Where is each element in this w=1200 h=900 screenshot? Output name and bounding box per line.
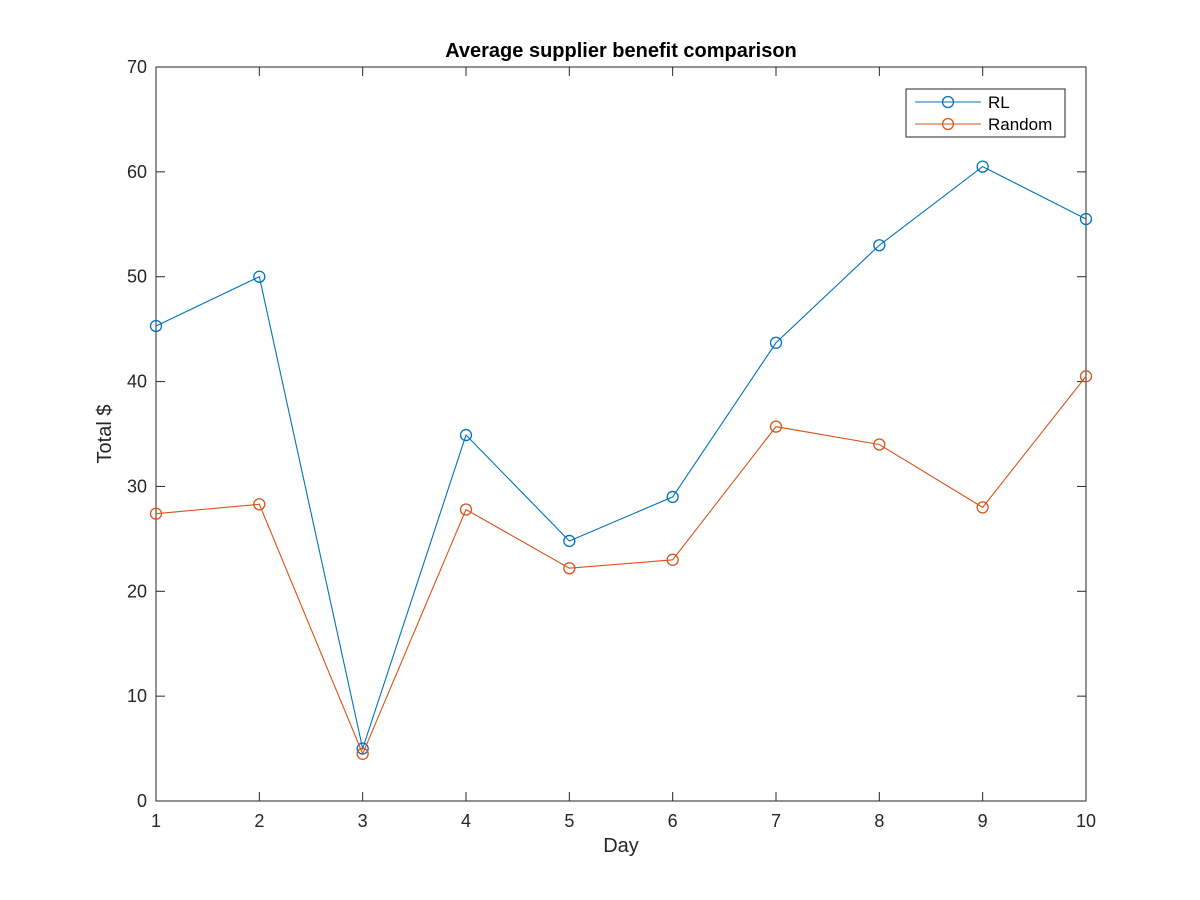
x-tick-label: 2: [254, 811, 264, 831]
data-point: [873, 438, 886, 451]
y-tick-label: 20: [127, 581, 147, 601]
axes-box: [155, 66, 1087, 802]
series-rl: [149, 160, 1093, 755]
data-point: [1079, 370, 1093, 383]
y-tick-label: 50: [127, 267, 147, 287]
data-point: [459, 503, 473, 516]
x-axis-label: Day: [603, 835, 639, 857]
x-tick-label: 10: [1076, 811, 1096, 831]
data-point: [976, 501, 989, 514]
series-line: [155, 375, 1087, 756]
legend-box: [905, 88, 1066, 138]
data-point: [976, 160, 989, 173]
data-point: [253, 270, 266, 283]
x-tick-label: 4: [461, 811, 471, 831]
data-point: [149, 319, 163, 333]
x-tick-label: 5: [564, 811, 574, 831]
data-point: [769, 336, 783, 349]
y-tick-label: 10: [127, 686, 147, 706]
series-layer: [149, 160, 1093, 760]
x-tick-label: 9: [978, 811, 988, 831]
x-tick-label: 3: [358, 811, 368, 831]
data-point: [666, 553, 679, 566]
chart-title: Average supplier benefit comparison: [445, 40, 797, 62]
data-point: [1079, 212, 1093, 226]
y-tick-label: 0: [137, 791, 147, 811]
y-tick-label: 40: [127, 372, 147, 392]
data-point: [563, 534, 576, 548]
legend: RL Random: [905, 88, 1066, 138]
data-point: [253, 498, 266, 511]
y-tick-label: 30: [127, 476, 147, 496]
legend-label: RL: [988, 93, 1010, 112]
x-tick-label: 7: [771, 811, 781, 831]
data-point: [149, 507, 163, 520]
y-axis-label: Total $: [94, 405, 116, 464]
series-line: [155, 165, 1087, 751]
data-point: [873, 239, 886, 252]
legend-marker: [941, 117, 955, 131]
legend-label: Random: [988, 115, 1052, 134]
y-tick-label: 60: [127, 162, 147, 182]
x-tick-label: 1: [151, 811, 161, 831]
x-axis: 1 2 3 4 5 6 7 8 9 10: [151, 67, 1096, 831]
data-point: [769, 420, 783, 433]
legend-marker: [941, 95, 955, 109]
data-point: [356, 747, 369, 760]
series-random: [149, 370, 1093, 760]
x-tick-label: 8: [874, 811, 884, 831]
y-tick-label: 70: [127, 57, 147, 77]
data-point: [563, 562, 576, 575]
plot-area: [155, 66, 1087, 802]
x-tick-label: 6: [668, 811, 678, 831]
data-point: [459, 428, 473, 442]
y-axis: 0 10 20 30 40 50 60 70: [127, 57, 1086, 811]
data-point: [666, 490, 679, 504]
